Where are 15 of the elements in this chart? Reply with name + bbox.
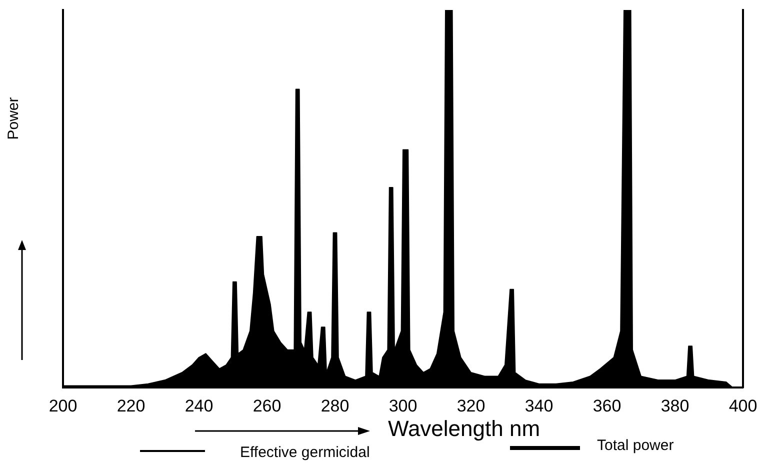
x-tick-label: 400 [728, 396, 758, 416]
text: Effective germicidal [240, 444, 370, 461]
x-tick-label: 300 [388, 396, 418, 416]
text: Total power [597, 437, 674, 454]
x-tick-label: 380 [660, 396, 690, 416]
y-axis-title: Power [4, 97, 22, 140]
x-axis-title: Wavelength nm [388, 416, 540, 442]
x-tick-label: 360 [592, 396, 622, 416]
x-tick-label: 200 [48, 396, 78, 416]
x-tick-label: 240 [184, 396, 214, 416]
x-tick-label: 340 [524, 396, 554, 416]
x-tick-label: 260 [252, 396, 282, 416]
x-tick-label: 320 [456, 396, 486, 416]
x-tick-label: 220 [116, 396, 146, 416]
x-tick-label: 280 [320, 396, 350, 416]
